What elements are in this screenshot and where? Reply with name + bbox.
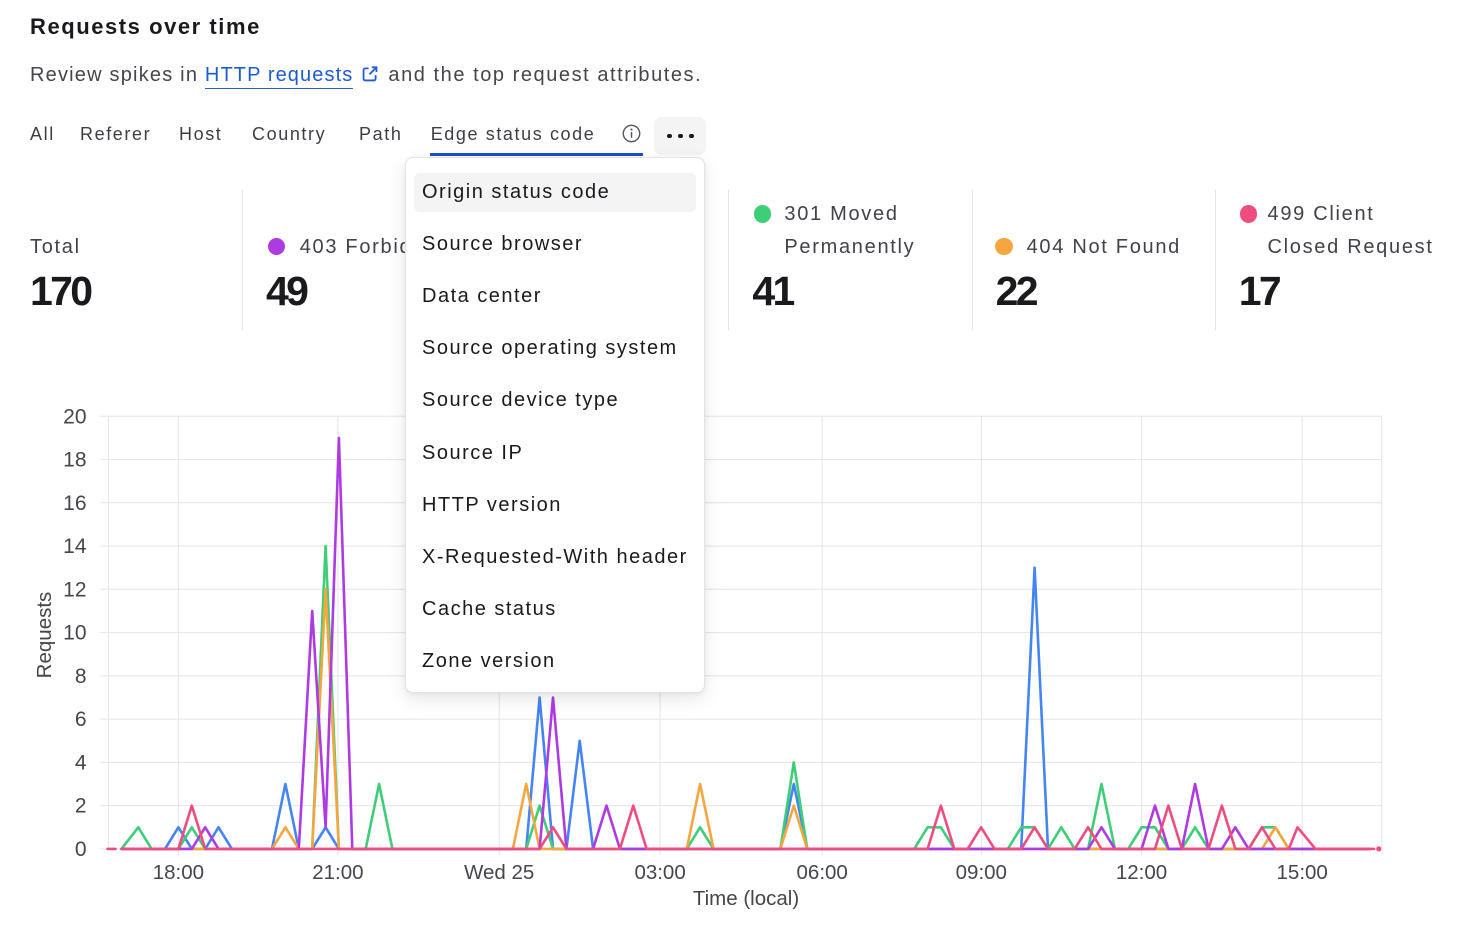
svg-text:20: 20	[63, 405, 86, 428]
svg-text:14: 14	[63, 535, 87, 558]
svg-text:10: 10	[63, 622, 86, 645]
svg-text:18:00: 18:00	[153, 861, 204, 884]
svg-text:Requests: Requests	[33, 592, 56, 679]
svg-text:06:00: 06:00	[797, 861, 848, 884]
svg-text:16: 16	[63, 492, 86, 515]
svg-text:21:00: 21:00	[312, 861, 363, 884]
svg-text:8: 8	[75, 665, 87, 688]
svg-text:Wed 25: Wed 25	[464, 861, 534, 884]
svg-text:4: 4	[75, 751, 87, 774]
svg-text:12: 12	[63, 578, 86, 601]
svg-text:0: 0	[75, 838, 87, 861]
svg-text:12:00: 12:00	[1116, 861, 1167, 884]
svg-text:2: 2	[75, 795, 87, 818]
svg-text:03:00: 03:00	[634, 861, 685, 884]
svg-text:15:00: 15:00	[1277, 861, 1328, 884]
svg-text:09:00: 09:00	[956, 861, 1007, 884]
svg-text:Time (local): Time (local)	[693, 887, 799, 910]
svg-text:6: 6	[75, 708, 87, 731]
svg-text:18: 18	[63, 449, 86, 472]
